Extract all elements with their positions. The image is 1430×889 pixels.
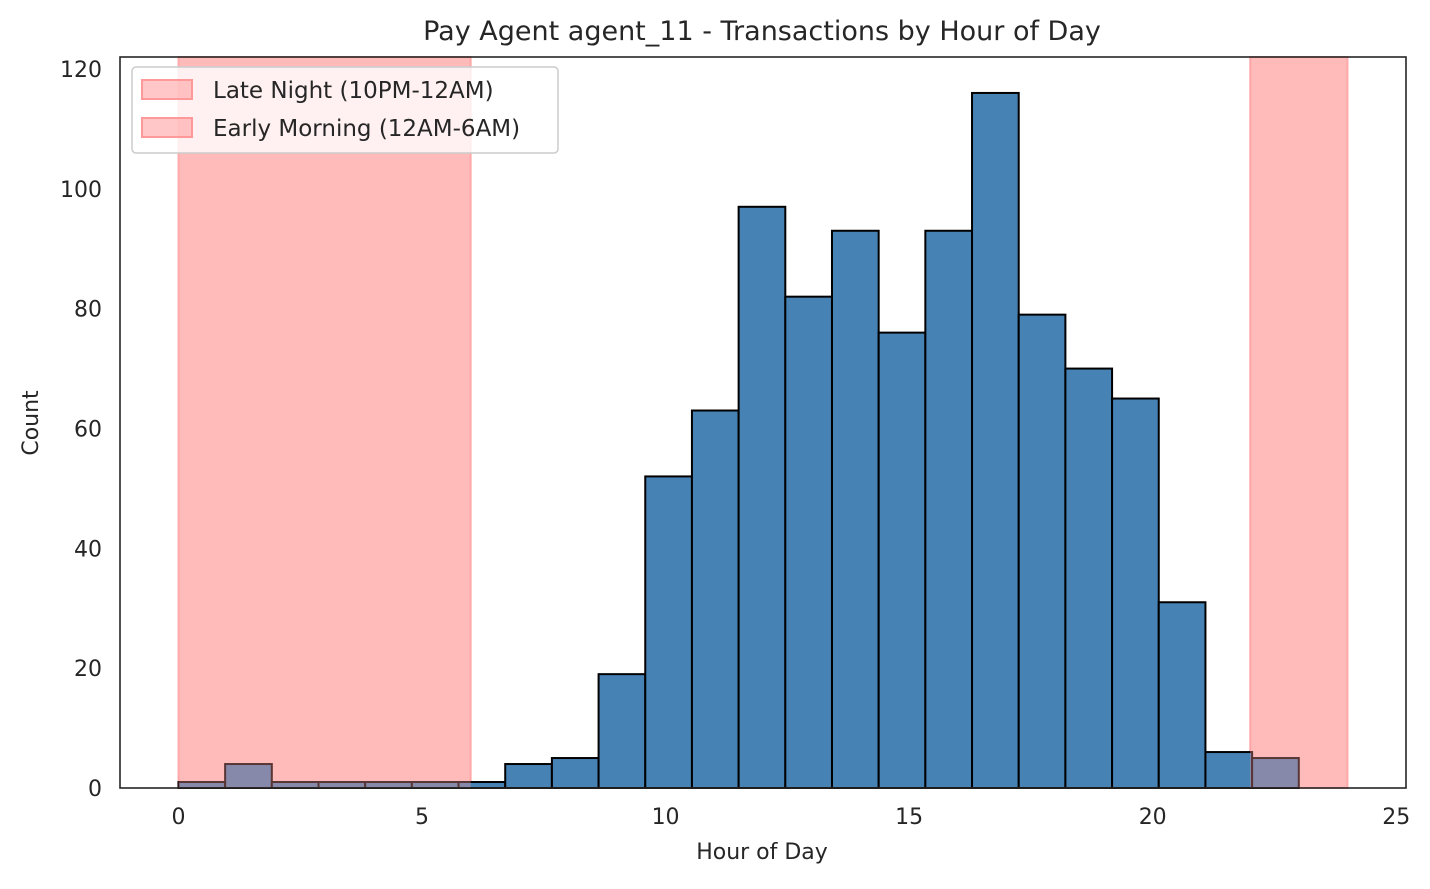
histogram-bar [690, 409, 740, 789]
y-tick-label: 20 [74, 657, 102, 682]
y-tick-label: 40 [74, 537, 102, 562]
legend-label: Late Night (10PM-12AM) [213, 78, 494, 104]
histogram-bar [1251, 757, 1300, 789]
shaded-region-overlay-1 [178, 57, 471, 788]
y-tick-label: 80 [74, 298, 102, 323]
legend-swatch [141, 79, 193, 100]
y-axis-ticks: 0 20 40 60 80 100 120 [60, 58, 102, 802]
x-tick-label: 15 [895, 805, 923, 830]
y-tick-label: 0 [88, 777, 102, 802]
histogram-bar [644, 475, 693, 789]
x-tick-label: 10 [652, 805, 680, 830]
x-axis-title: Hour of Day [696, 840, 828, 865]
histogram-bar [504, 763, 553, 789]
histogram-bar [830, 229, 880, 790]
x-tick-label: 25 [1382, 805, 1410, 830]
x-tick-label: 0 [171, 805, 185, 830]
x-axis-ticks: 0 5 10 15 20 25 [171, 805, 1410, 830]
y-tick-label: 60 [74, 417, 102, 442]
histogram-bar [597, 673, 647, 790]
legend: Late Night (10PM-12AM) Early Morning (12A… [131, 66, 559, 154]
chart-title: Pay Agent agent_11 - Transactions by Hou… [423, 16, 1101, 47]
y-tick-label: 120 [60, 58, 102, 83]
histogram-bar [924, 229, 974, 790]
y-axis-title: Count [19, 390, 44, 456]
histogram-bar [1204, 751, 1254, 790]
histogram-bar [1111, 397, 1160, 789]
shaded-region-overlay-0 [1250, 57, 1348, 788]
x-tick-label: 20 [1139, 805, 1167, 830]
legend-swatch [141, 117, 193, 138]
legend-box [131, 66, 559, 154]
y-tick-label: 100 [60, 178, 102, 203]
legend-label: Early Morning (12AM-6AM) [213, 116, 520, 142]
plot-frame [119, 56, 1407, 789]
histogram-bar [1064, 367, 1114, 789]
histogram-bar [784, 295, 833, 789]
shaded-regions [177, 56, 1349, 789]
histogram-bar [971, 91, 1020, 790]
shaded-region-0 [1249, 56, 1349, 789]
histogram-bar [877, 331, 927, 789]
shaded-region-1 [177, 56, 472, 789]
x-tick-label: 5 [415, 805, 429, 830]
histogram-bar [550, 757, 600, 789]
histogram-bar [737, 205, 787, 789]
histogram-bar [1157, 601, 1207, 789]
histogram-bar [1017, 313, 1067, 789]
bars [177, 57, 1348, 790]
